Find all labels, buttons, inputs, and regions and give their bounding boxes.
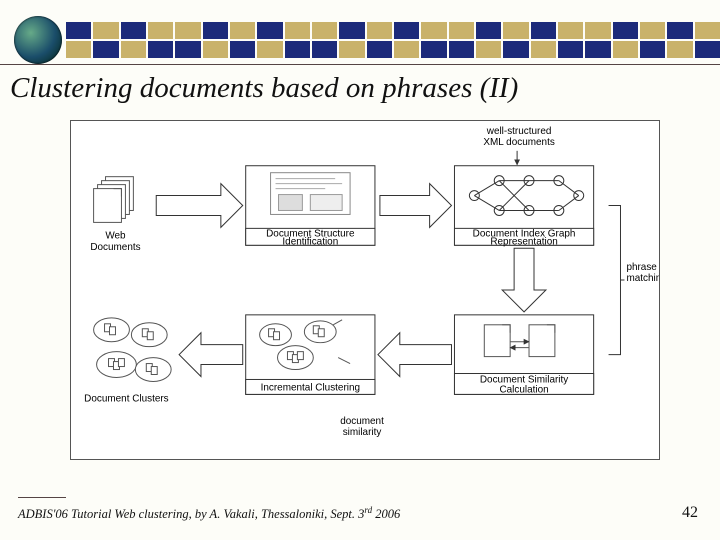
svg-text:document: document <box>340 416 384 427</box>
svg-text:Calculation: Calculation <box>499 384 548 395</box>
header-band <box>0 20 720 60</box>
svg-text:Web: Web <box>105 230 126 241</box>
footer-text: ADBIS'06 Tutorial Web clustering, by A. … <box>18 505 400 522</box>
svg-text:Identification: Identification <box>282 236 338 247</box>
world-map-strip <box>66 22 720 58</box>
footer-sup: rd <box>364 505 372 515</box>
svg-text:Documents: Documents <box>90 242 140 253</box>
svg-text:phrase: phrase <box>626 262 657 273</box>
svg-text:Document Clusters: Document Clusters <box>84 393 169 404</box>
header-rule <box>0 64 720 65</box>
pipeline-diagram: Web Documents Document Structure Identif… <box>70 120 660 460</box>
svg-text:XML documents: XML documents <box>483 137 554 148</box>
slide-title: Clustering documents based on phrases (I… <box>10 72 518 105</box>
footer-tail: 2006 <box>372 507 400 521</box>
footer-main: ADBIS'06 Tutorial Web clustering, by A. … <box>18 507 364 521</box>
svg-text:matching: matching <box>626 273 659 284</box>
svg-text:Representation: Representation <box>490 236 557 247</box>
svg-text:well-structured: well-structured <box>486 126 552 137</box>
footer-rule <box>18 497 66 498</box>
svg-text:similarity: similarity <box>343 427 382 438</box>
page-number: 42 <box>682 504 698 522</box>
svg-text:Incremental Clustering: Incremental Clustering <box>261 382 360 393</box>
globe-icon <box>14 16 62 64</box>
